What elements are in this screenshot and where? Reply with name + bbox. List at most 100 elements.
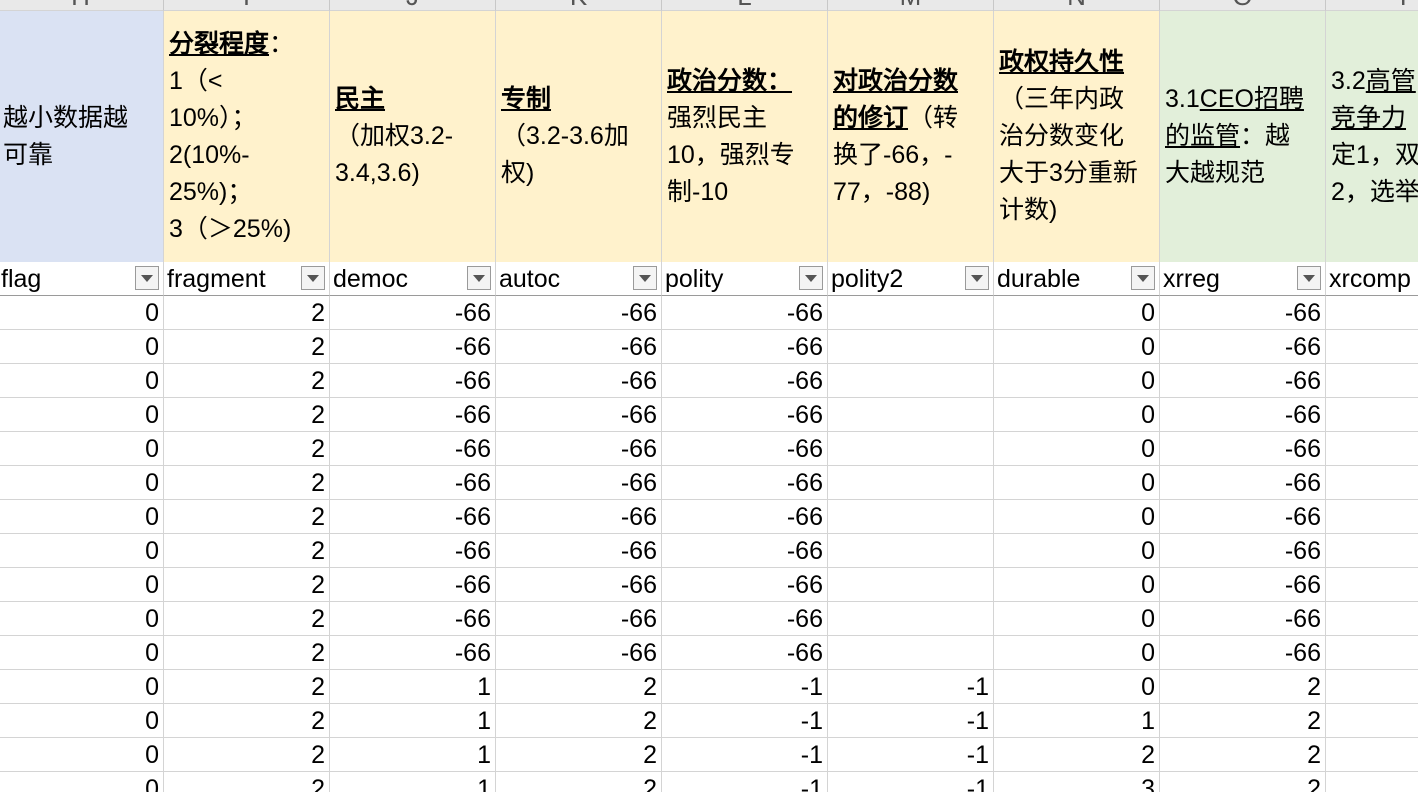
data-cell[interactable]: 2 — [1160, 738, 1326, 772]
data-cell[interactable]: -66 — [1160, 568, 1326, 602]
data-cell[interactable]: -66 — [496, 602, 662, 636]
column-letter[interactable]: N — [994, 0, 1160, 11]
data-cell[interactable]: 1 — [330, 704, 496, 738]
column-letter[interactable]: L — [662, 0, 828, 11]
data-cell[interactable]: 0 — [0, 296, 164, 330]
data-cell[interactable]: 0 — [994, 330, 1160, 364]
data-cell[interactable]: -66 — [662, 602, 828, 636]
data-cell[interactable]: 2 — [994, 738, 1160, 772]
data-cell[interactable] — [1326, 772, 1418, 792]
data-cell[interactable]: 0 — [0, 772, 164, 792]
data-cell[interactable]: -66 — [330, 602, 496, 636]
data-cell[interactable]: 2 — [496, 738, 662, 772]
data-cell[interactable]: 0 — [0, 364, 164, 398]
data-cell[interactable] — [1326, 296, 1418, 330]
data-cell[interactable]: 0 — [994, 636, 1160, 670]
data-cell[interactable]: -66 — [1160, 602, 1326, 636]
data-cell[interactable]: -66 — [1160, 296, 1326, 330]
data-cell[interactable]: 2 — [164, 330, 330, 364]
data-cell[interactable]: 3 — [994, 772, 1160, 792]
column-letter[interactable]: P — [1326, 0, 1418, 11]
data-cell[interactable] — [828, 398, 994, 432]
data-cell[interactable]: -1 — [662, 670, 828, 704]
data-cell[interactable]: 2 — [164, 500, 330, 534]
data-cell[interactable] — [1326, 738, 1418, 772]
data-cell[interactable]: -66 — [1160, 466, 1326, 500]
data-cell[interactable]: -66 — [330, 466, 496, 500]
data-cell[interactable]: -66 — [1160, 364, 1326, 398]
data-cell[interactable]: 0 — [994, 432, 1160, 466]
data-cell[interactable]: -66 — [330, 500, 496, 534]
data-cell[interactable]: -1 — [828, 738, 994, 772]
data-cell[interactable]: 2 — [164, 432, 330, 466]
data-cell[interactable]: -66 — [1160, 534, 1326, 568]
data-cell[interactable]: -66 — [662, 500, 828, 534]
data-cell[interactable]: 2 — [164, 466, 330, 500]
data-cell[interactable]: 2 — [164, 364, 330, 398]
data-cell[interactable]: -66 — [662, 466, 828, 500]
data-cell[interactable]: -66 — [496, 466, 662, 500]
data-cell[interactable]: -66 — [662, 398, 828, 432]
data-cell[interactable]: -66 — [1160, 636, 1326, 670]
data-cell[interactable]: 0 — [0, 330, 164, 364]
data-cell[interactable]: -66 — [662, 296, 828, 330]
data-cell[interactable]: -66 — [496, 500, 662, 534]
data-cell[interactable]: 1 — [994, 704, 1160, 738]
data-cell[interactable] — [1326, 568, 1418, 602]
data-cell[interactable]: 2 — [496, 704, 662, 738]
filter-button[interactable] — [799, 266, 823, 290]
data-cell[interactable]: -66 — [1160, 398, 1326, 432]
data-cell[interactable]: -66 — [662, 364, 828, 398]
data-cell[interactable]: 0 — [994, 534, 1160, 568]
data-cell[interactable]: 2 — [164, 534, 330, 568]
data-cell[interactable]: -1 — [828, 670, 994, 704]
data-cell[interactable]: 2 — [1160, 704, 1326, 738]
column-letter[interactable]: M — [828, 0, 994, 11]
data-cell[interactable]: 0 — [0, 670, 164, 704]
data-cell[interactable]: -1 — [662, 772, 828, 792]
data-cell[interactable]: 0 — [994, 398, 1160, 432]
data-cell[interactable]: -66 — [330, 636, 496, 670]
data-cell[interactable]: 0 — [994, 466, 1160, 500]
data-cell[interactable]: 2 — [1160, 670, 1326, 704]
filter-button[interactable] — [633, 266, 657, 290]
data-cell[interactable] — [828, 296, 994, 330]
data-cell[interactable] — [828, 568, 994, 602]
data-cell[interactable] — [1326, 602, 1418, 636]
column-letter[interactable]: J — [330, 0, 496, 11]
data-cell[interactable]: 0 — [0, 738, 164, 772]
data-cell[interactable] — [1326, 636, 1418, 670]
data-cell[interactable] — [1326, 330, 1418, 364]
data-cell[interactable]: 0 — [0, 636, 164, 670]
data-cell[interactable]: -66 — [662, 636, 828, 670]
data-cell[interactable]: 0 — [994, 296, 1160, 330]
data-cell[interactable]: -66 — [662, 432, 828, 466]
data-cell[interactable]: 2 — [164, 398, 330, 432]
filter-button[interactable] — [1131, 266, 1155, 290]
data-cell[interactable] — [828, 466, 994, 500]
data-cell[interactable]: 2 — [1160, 772, 1326, 792]
data-cell[interactable] — [828, 534, 994, 568]
data-cell[interactable]: 2 — [496, 772, 662, 792]
data-cell[interactable]: -66 — [330, 296, 496, 330]
filter-button[interactable] — [301, 266, 325, 290]
data-cell[interactable]: 0 — [994, 670, 1160, 704]
filter-button[interactable] — [965, 266, 989, 290]
data-cell[interactable]: -66 — [496, 296, 662, 330]
data-cell[interactable]: -66 — [330, 534, 496, 568]
data-cell[interactable]: 1 — [330, 772, 496, 792]
data-cell[interactable]: 0 — [0, 432, 164, 466]
data-cell[interactable]: -66 — [1160, 500, 1326, 534]
data-cell[interactable]: -1 — [662, 704, 828, 738]
data-cell[interactable] — [828, 602, 994, 636]
data-cell[interactable]: -1 — [828, 772, 994, 792]
data-cell[interactable]: -66 — [496, 432, 662, 466]
data-cell[interactable]: -66 — [662, 330, 828, 364]
data-cell[interactable]: 0 — [0, 534, 164, 568]
data-cell[interactable]: 0 — [0, 466, 164, 500]
column-letter[interactable]: O — [1160, 0, 1326, 11]
data-cell[interactable] — [1326, 364, 1418, 398]
data-cell[interactable]: -66 — [496, 636, 662, 670]
data-cell[interactable]: 2 — [496, 670, 662, 704]
data-cell[interactable]: 0 — [0, 704, 164, 738]
